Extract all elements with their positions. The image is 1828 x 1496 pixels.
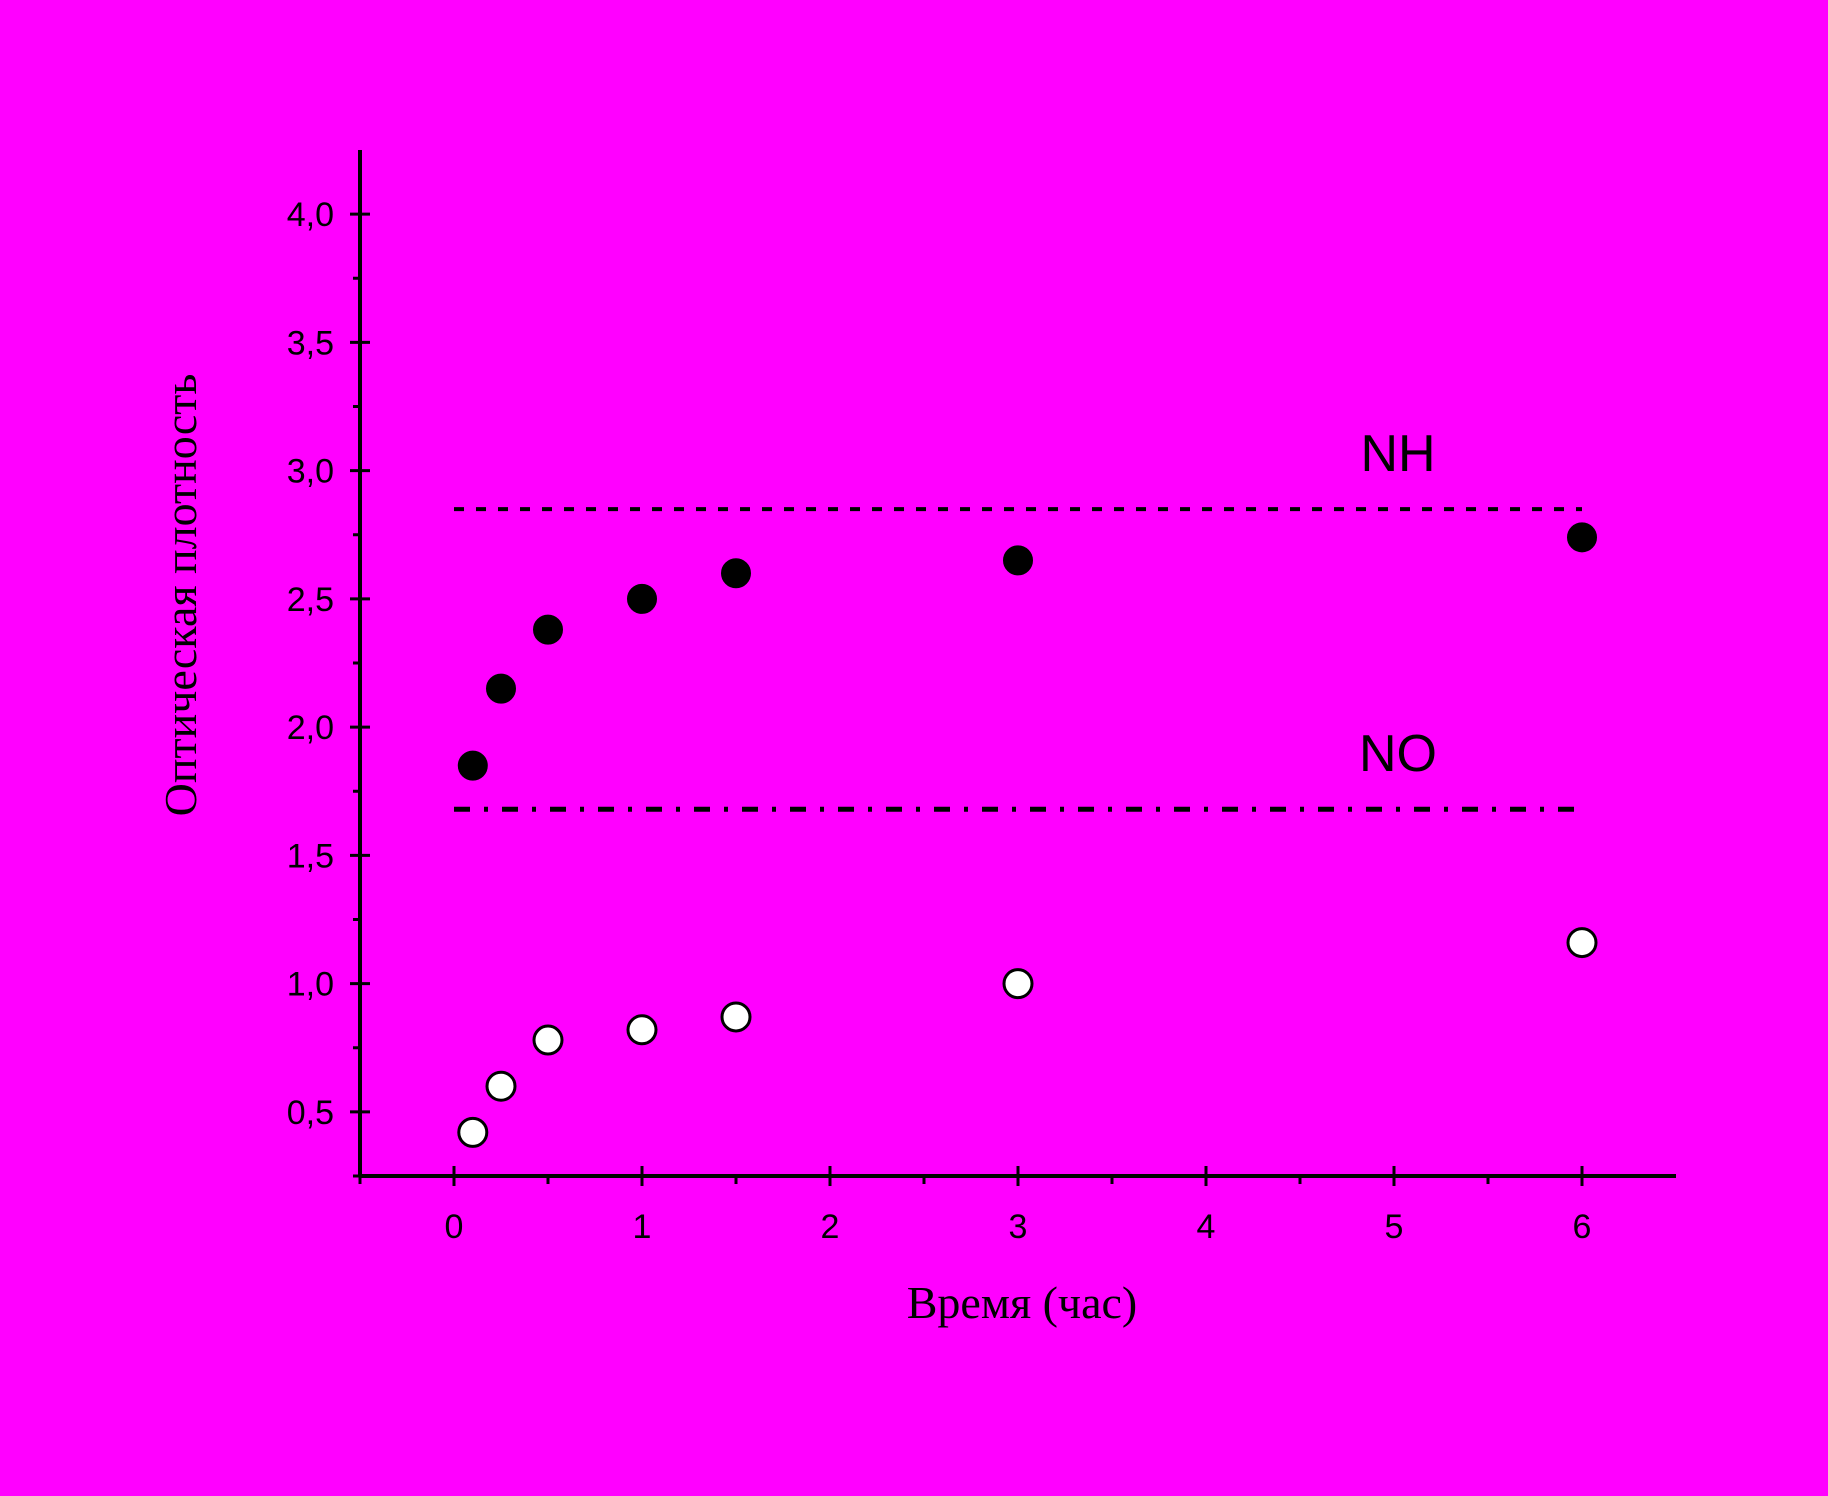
- y-tick-label: 1,0: [287, 966, 334, 1004]
- reference-label-nh: NH: [1360, 425, 1435, 483]
- y-tick-label: 2,0: [287, 709, 334, 747]
- reference-lines: NH NO: [454, 425, 1582, 812]
- y-tick-label: 1,5: [287, 837, 334, 875]
- open-data-point: [1566, 927, 1598, 959]
- x-tick-label: 0: [445, 1208, 464, 1246]
- open-data-point: [532, 1024, 564, 1056]
- y-tick-label: 3,0: [287, 453, 334, 491]
- x-tick-label: 4: [1197, 1208, 1216, 1246]
- filled-data-point: [1567, 522, 1597, 553]
- y-tick-label: 0,5: [287, 1094, 334, 1132]
- y-axis-title: Оптическая плотность: [155, 374, 206, 817]
- open-data-point: [485, 1070, 517, 1102]
- y-tick-label: 2,5: [287, 581, 334, 619]
- x-tick-label: 3: [1009, 1208, 1028, 1246]
- filled-data-point: [533, 614, 563, 645]
- open-data-point: [626, 1014, 658, 1046]
- filled-data-point: [486, 673, 516, 704]
- filled-data-point: [627, 583, 657, 614]
- x-tick-label: 5: [1385, 1208, 1404, 1246]
- x-tick-label: 6: [1573, 1208, 1592, 1246]
- y-tick-label: 4,0: [287, 196, 334, 234]
- open-data-point: [720, 1001, 752, 1033]
- y-tick-label: 3,5: [287, 324, 334, 362]
- open-data-point: [1002, 968, 1034, 1000]
- data-points: [457, 522, 1598, 1148]
- axes: [358, 150, 1676, 1178]
- ticks: 0,5 1,0 1,5 2,0 2,5 3,0 3,5 4,0 0 1 2 3 4 5 6: [287, 196, 1592, 1246]
- open-data-point: [457, 1116, 489, 1148]
- filled-data-point: [721, 558, 751, 589]
- reference-label-no: NO: [1359, 725, 1437, 783]
- x-tick-label: 2: [821, 1208, 840, 1246]
- x-tick-label: 1: [633, 1208, 652, 1246]
- filled-data-point: [457, 750, 488, 781]
- filled-data-point: [1003, 545, 1033, 576]
- x-axis-title: Время (час): [907, 1277, 1137, 1328]
